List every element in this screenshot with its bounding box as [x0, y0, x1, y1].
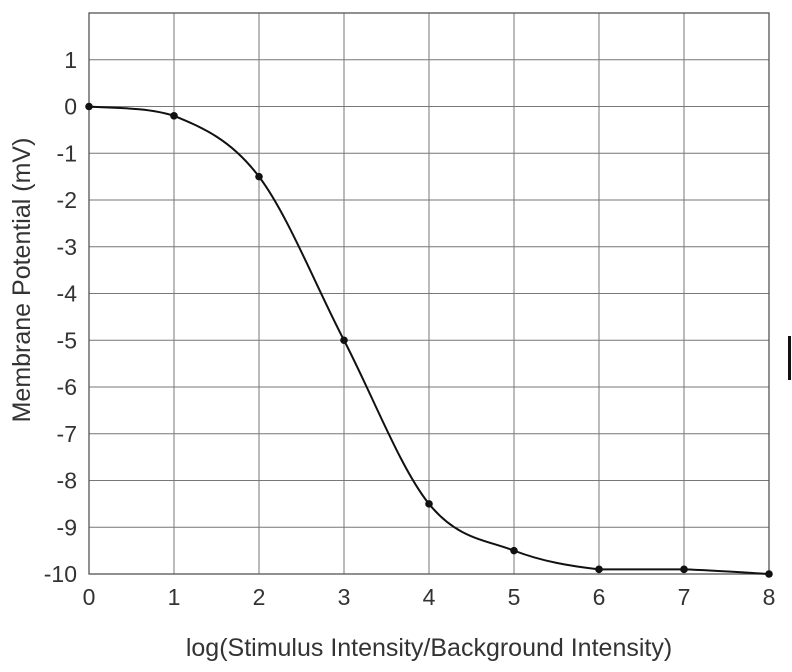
data-point	[170, 112, 178, 120]
x-tick-label: 2	[253, 584, 266, 610]
data-point	[765, 570, 773, 578]
y-tick-label: -4	[57, 281, 78, 307]
y-tick-label: -9	[57, 514, 77, 540]
x-tick-label: 1	[168, 584, 181, 610]
tick-labels: 0 1 2 3 4 5 6 7 8 1 0 -1 -2 -3 -4 -5 -6 -7 -8 -9 -10	[44, 47, 776, 610]
y-tick-label: 1	[64, 47, 77, 73]
y-tick-label: -8	[57, 468, 77, 494]
x-tick-label: 7	[678, 584, 691, 610]
x-axis-label: log(Stimulus Intensity/Background Intens…	[186, 634, 672, 662]
data-point	[595, 565, 603, 574]
y-axis-label: Membrane Potential (mV)	[8, 138, 36, 423]
plot-frame	[88, 12, 770, 575]
x-tick-label: 8	[763, 584, 776, 610]
y-tick-label: -1	[57, 140, 77, 166]
y-tick-label: -2	[57, 187, 77, 213]
data-point	[680, 565, 688, 574]
grid	[88, 12, 770, 575]
edge-mark	[788, 336, 791, 380]
x-tick-label: 4	[423, 584, 436, 610]
data-point	[85, 102, 93, 111]
x-tick-label: 6	[593, 584, 606, 610]
series-line	[88, 105, 770, 575]
data-point	[255, 172, 263, 181]
data-point	[510, 546, 518, 555]
y-tick-label: -3	[57, 234, 77, 260]
y-tick-label: -10	[44, 561, 77, 587]
data-points	[85, 102, 773, 578]
y-tick-label: -7	[57, 421, 77, 447]
x-tick-label: 0	[83, 584, 96, 610]
x-tick-label: 5	[508, 584, 521, 610]
y-tick-label: 0	[64, 94, 77, 120]
y-tick-label: -5	[57, 327, 77, 353]
data-point	[340, 336, 348, 345]
x-tick-label: 3	[338, 584, 351, 610]
y-tick-label: -6	[57, 374, 77, 400]
data-point	[425, 500, 433, 508]
